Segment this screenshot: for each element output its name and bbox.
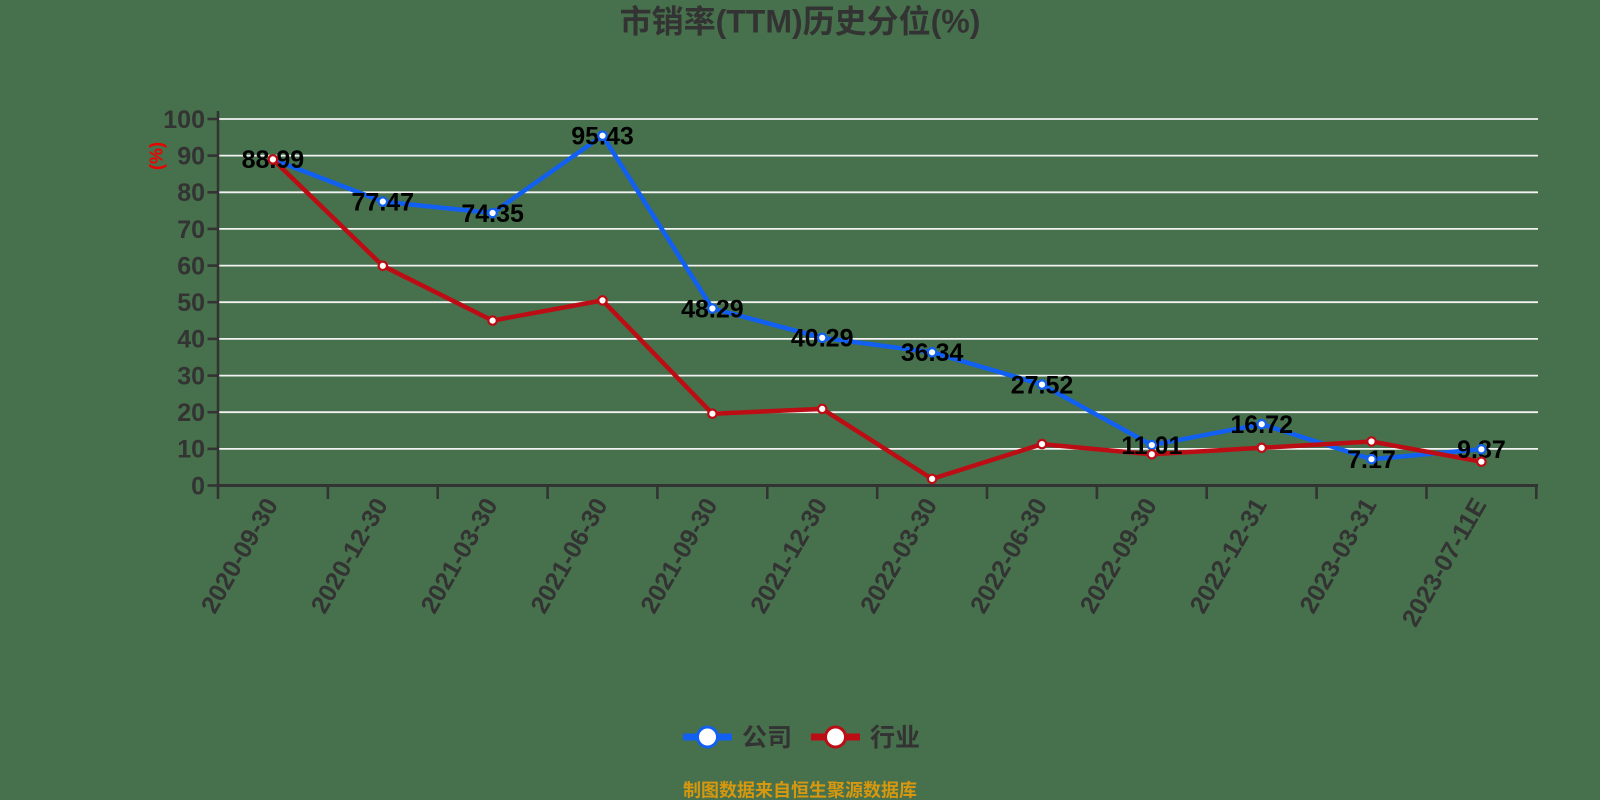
svg-text:70: 70	[177, 216, 205, 244]
svg-text:0: 0	[191, 472, 205, 500]
svg-text:10: 10	[177, 436, 205, 464]
svg-text:市销率(TTM)历史分位(%): 市销率(TTM)历史分位(%)	[620, 4, 981, 40]
svg-text:90: 90	[177, 142, 205, 170]
svg-text:制图数据来自恒生聚源数据库: 制图数据来自恒生聚源数据库	[683, 781, 917, 800]
svg-text:20: 20	[177, 399, 205, 427]
svg-text:公司: 公司	[742, 724, 792, 752]
svg-text:80: 80	[177, 179, 205, 207]
svg-text:50: 50	[177, 289, 205, 317]
svg-text:30: 30	[177, 362, 205, 390]
svg-text:60: 60	[177, 252, 205, 280]
svg-text:40: 40	[177, 326, 205, 354]
svg-text:(%): (%)	[147, 142, 167, 170]
svg-text:100: 100	[163, 106, 205, 134]
svg-text:行业: 行业	[870, 724, 920, 752]
